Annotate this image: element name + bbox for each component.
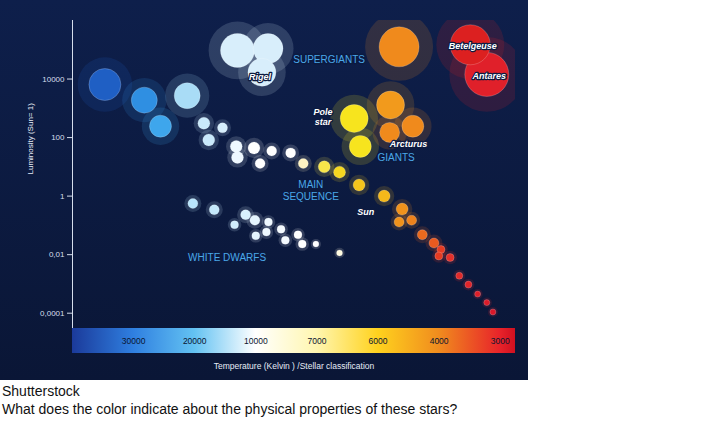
svg-text:7000: 7000 [307,336,326,346]
svg-text:Sun: Sun [357,207,375,217]
svg-text:MAINSEQUENCE: MAINSEQUENCE [283,179,339,202]
svg-text:Polestar: Polestar [314,107,333,127]
svg-text:WHITE DWARFS: WHITE DWARFS [188,252,266,263]
svg-text:0,0001: 0,0001 [40,309,65,318]
svg-text:10000: 10000 [42,75,65,84]
svg-text:Temperature (Kelvin ) /Stellar: Temperature (Kelvin ) /Stellar classific… [214,361,375,371]
svg-text:10000: 10000 [244,336,268,346]
svg-text:Luminosity (Sun= 1): Luminosity (Sun= 1) [26,103,35,175]
svg-text:Rigel: Rigel [249,72,272,82]
svg-text:Arcturus: Arcturus [389,139,428,149]
svg-text:4000: 4000 [430,336,449,346]
html-text:Shutterstock: Shutterstock [2,383,80,399]
svg-text:GIANTS: GIANTS [377,152,415,163]
svg-text:Betelgeuse: Betelgeuse [449,41,497,51]
svg-text:3000: 3000 [491,336,510,346]
svg-text:SUPERGIANTS: SUPERGIANTS [293,54,365,65]
svg-text:100: 100 [51,133,65,142]
svg-text:0,01: 0,01 [49,250,65,259]
svg-text:Antares: Antares [471,71,506,81]
svg-text:1: 1 [60,192,65,201]
svg-text:20000: 20000 [183,336,207,346]
svg-text:30000: 30000 [122,336,146,346]
svg-text:6000: 6000 [369,336,388,346]
html-text:What does the color indicate a: What does the color indicate about the p… [2,401,458,417]
